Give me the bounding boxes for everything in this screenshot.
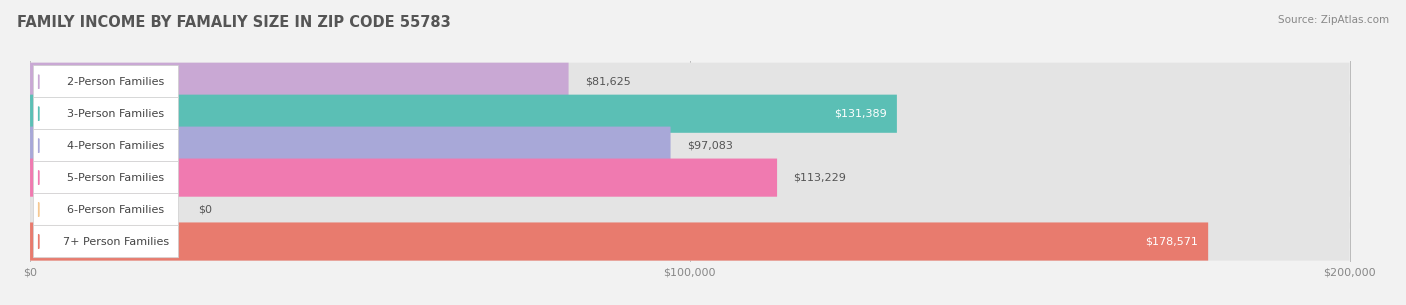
Text: $97,083: $97,083 — [688, 141, 733, 151]
Text: 4-Person Families: 4-Person Families — [67, 141, 165, 151]
FancyBboxPatch shape — [34, 98, 179, 130]
FancyBboxPatch shape — [34, 193, 179, 226]
FancyBboxPatch shape — [30, 127, 671, 165]
Text: $0: $0 — [198, 205, 212, 215]
FancyBboxPatch shape — [30, 159, 778, 197]
FancyBboxPatch shape — [30, 222, 1350, 260]
Text: $113,229: $113,229 — [793, 173, 846, 183]
FancyBboxPatch shape — [30, 191, 1350, 229]
Text: 7+ Person Families: 7+ Person Families — [63, 237, 169, 246]
Text: $131,389: $131,389 — [834, 109, 887, 119]
FancyBboxPatch shape — [34, 66, 179, 98]
Text: 3-Person Families: 3-Person Families — [67, 109, 165, 119]
Text: FAMILY INCOME BY FAMALIY SIZE IN ZIP CODE 55783: FAMILY INCOME BY FAMALIY SIZE IN ZIP COD… — [17, 15, 450, 30]
FancyBboxPatch shape — [30, 63, 568, 101]
Text: Source: ZipAtlas.com: Source: ZipAtlas.com — [1278, 15, 1389, 25]
FancyBboxPatch shape — [34, 225, 179, 258]
FancyBboxPatch shape — [30, 222, 1208, 260]
FancyBboxPatch shape — [30, 127, 1350, 165]
FancyBboxPatch shape — [30, 63, 1350, 101]
Text: 5-Person Families: 5-Person Families — [67, 173, 165, 183]
Text: $178,571: $178,571 — [1146, 237, 1198, 246]
Text: 2-Person Families: 2-Person Families — [67, 77, 165, 87]
FancyBboxPatch shape — [34, 130, 179, 162]
Text: $81,625: $81,625 — [585, 77, 631, 87]
FancyBboxPatch shape — [30, 159, 1350, 197]
FancyBboxPatch shape — [30, 95, 897, 133]
FancyBboxPatch shape — [30, 95, 1350, 133]
Text: 6-Person Families: 6-Person Families — [67, 205, 165, 215]
FancyBboxPatch shape — [34, 161, 179, 194]
